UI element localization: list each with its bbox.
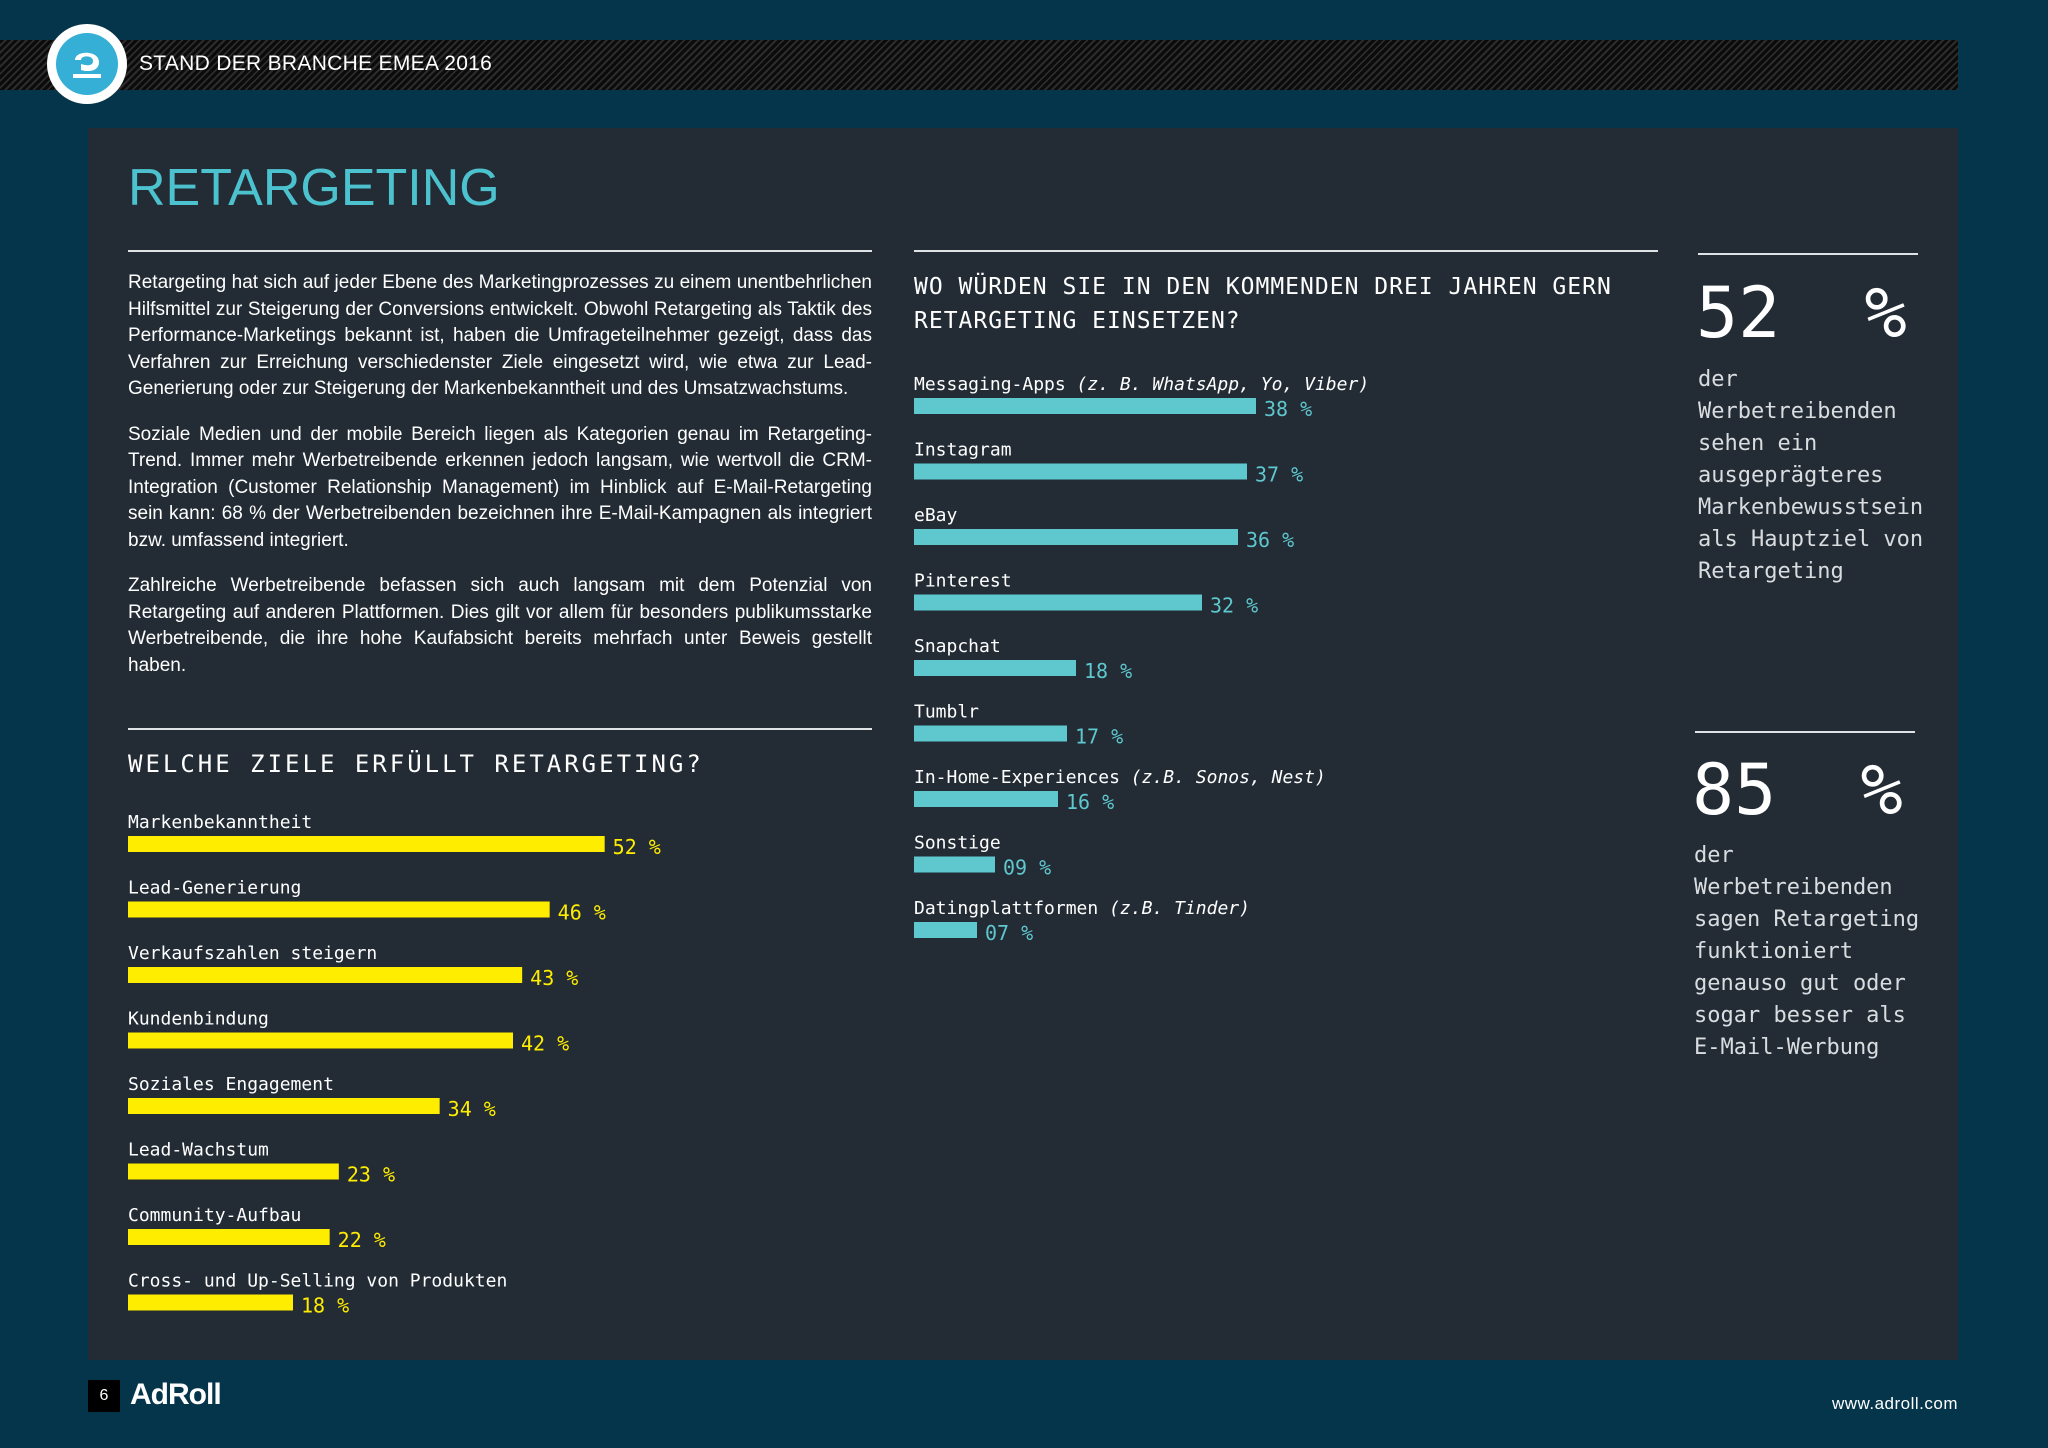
divider (914, 250, 1658, 252)
bar-value-label: 43 % (530, 966, 578, 990)
bar-category-label: Instagram (914, 440, 1012, 461)
bar-category-label: Soziales Engagement (128, 1074, 334, 1095)
bar-value-label: 16 % (1066, 790, 1114, 814)
intro-paragraph: Soziale Medien und der mobile Bereich li… (128, 423, 872, 551)
divider (1698, 253, 1918, 255)
divider (128, 250, 872, 252)
bar (128, 1163, 339, 1180)
bar-category-label: Sonstige (914, 833, 1001, 854)
bar (914, 725, 1067, 742)
bar-category-label: In-Home-Experiences (z.B. Sonos, Nest) (914, 767, 1326, 788)
bar (914, 791, 1058, 807)
bar-category-label: Messaging-Apps (z. B. WhatsApp, Yo, Vibe… (914, 374, 1369, 395)
platforms-chart-title: WO WÜRDEN SIE IN DEN KOMMENDEN DREI JAHR… (914, 274, 1612, 334)
bar (128, 836, 605, 852)
bar (914, 529, 1238, 545)
bar (128, 967, 523, 983)
platforms-bar-chart: Messaging-Apps (z. B. WhatsApp, Yo, Vibe… (914, 374, 1369, 945)
divider (1695, 731, 1915, 733)
bar-category-label: Markenbekanntheit (128, 812, 312, 833)
goals-bar-chart: Markenbekanntheit 52 % Lead-Generierung 46 … (128, 812, 661, 1318)
intro-paragraph: Zahlreiche Werbetreibende befassen sich … (128, 575, 872, 676)
adroll-logo-icon (47, 24, 127, 104)
bar (914, 856, 995, 873)
bar (914, 922, 977, 938)
bar-value-label: 34 % (448, 1097, 496, 1121)
bar-value-label: 52 % (613, 835, 661, 859)
bar-category-label: Lead-Wachstum (128, 1140, 269, 1161)
intro-text: Retargeting hat sich auf jeder Ebene des… (128, 270, 872, 698)
brand-logo: AdRoll (130, 1378, 222, 1411)
header-bar (0, 40, 1958, 90)
bar (914, 463, 1247, 480)
header-title: STAND DER BRANCHE EMEA 2016 (139, 52, 493, 75)
bar-value-label: 09 % (1003, 856, 1051, 880)
bar-category-label: Snapchat (914, 636, 1001, 657)
bar (128, 1229, 330, 1245)
bar-value-label: 22 % (338, 1228, 386, 1252)
bar-category-label: Cross- und Up-Selling von Produkten (128, 1271, 507, 1292)
bar-value-label: 38 % (1264, 397, 1312, 421)
bar-value-label: 36 % (1246, 528, 1294, 552)
bar-category-label: Tumblr (914, 702, 979, 723)
bar-value-label: 07 % (985, 921, 1033, 945)
bar-value-label: 17 % (1075, 725, 1123, 749)
page-title: RETARGETING (128, 159, 500, 217)
bar (914, 660, 1076, 676)
bar-category-label: Datingplattformen (z.B. Tinder) (914, 898, 1250, 919)
stat-description: der Werbetreibenden sagen Retargeting fu… (1694, 843, 1920, 1060)
bar-value-label: 18 % (1084, 659, 1132, 683)
bar (128, 1032, 513, 1049)
bar-category-label: eBay (914, 505, 958, 526)
intro-paragraph: Retargeting hat sich auf jeder Ebene des… (128, 272, 872, 399)
bar (128, 901, 550, 918)
stat-description: der Werbetreibenden sehen ein ausgeprägt… (1698, 367, 1924, 584)
divider (128, 728, 872, 730)
bar-value-label: 42 % (521, 1032, 569, 1056)
bar (914, 398, 1256, 414)
goals-chart-title: WELCHE ZIELE ERFÜLLT RETARGETING? (128, 750, 704, 778)
footer-url[interactable]: www.adroll.com (1831, 1394, 1958, 1413)
bar-value-label: 23 % (347, 1163, 395, 1187)
stat-value: 52 % (1696, 272, 1907, 354)
bar-category-label: Lead-Generierung (128, 878, 301, 899)
bar-category-label: Pinterest (914, 571, 1012, 592)
stat-value: 85 % (1692, 749, 1903, 831)
bar-category-label: Community-Aufbau (128, 1205, 301, 1226)
bar (914, 594, 1202, 611)
bar-value-label: 37 % (1255, 463, 1303, 487)
bar-category-label: Kundenbindung (128, 1009, 269, 1030)
bar (128, 1294, 293, 1311)
bar-value-label: 18 % (301, 1294, 349, 1318)
bar-value-label: 32 % (1210, 594, 1258, 618)
bar-value-label: 46 % (558, 901, 606, 925)
bar-category-label: Verkaufszahlen steigern (128, 943, 377, 964)
content-panel: RETARGETING Retargeting hat sich auf jed… (88, 128, 1958, 1360)
page-number: 6 (88, 1380, 120, 1412)
bar (128, 1098, 440, 1114)
